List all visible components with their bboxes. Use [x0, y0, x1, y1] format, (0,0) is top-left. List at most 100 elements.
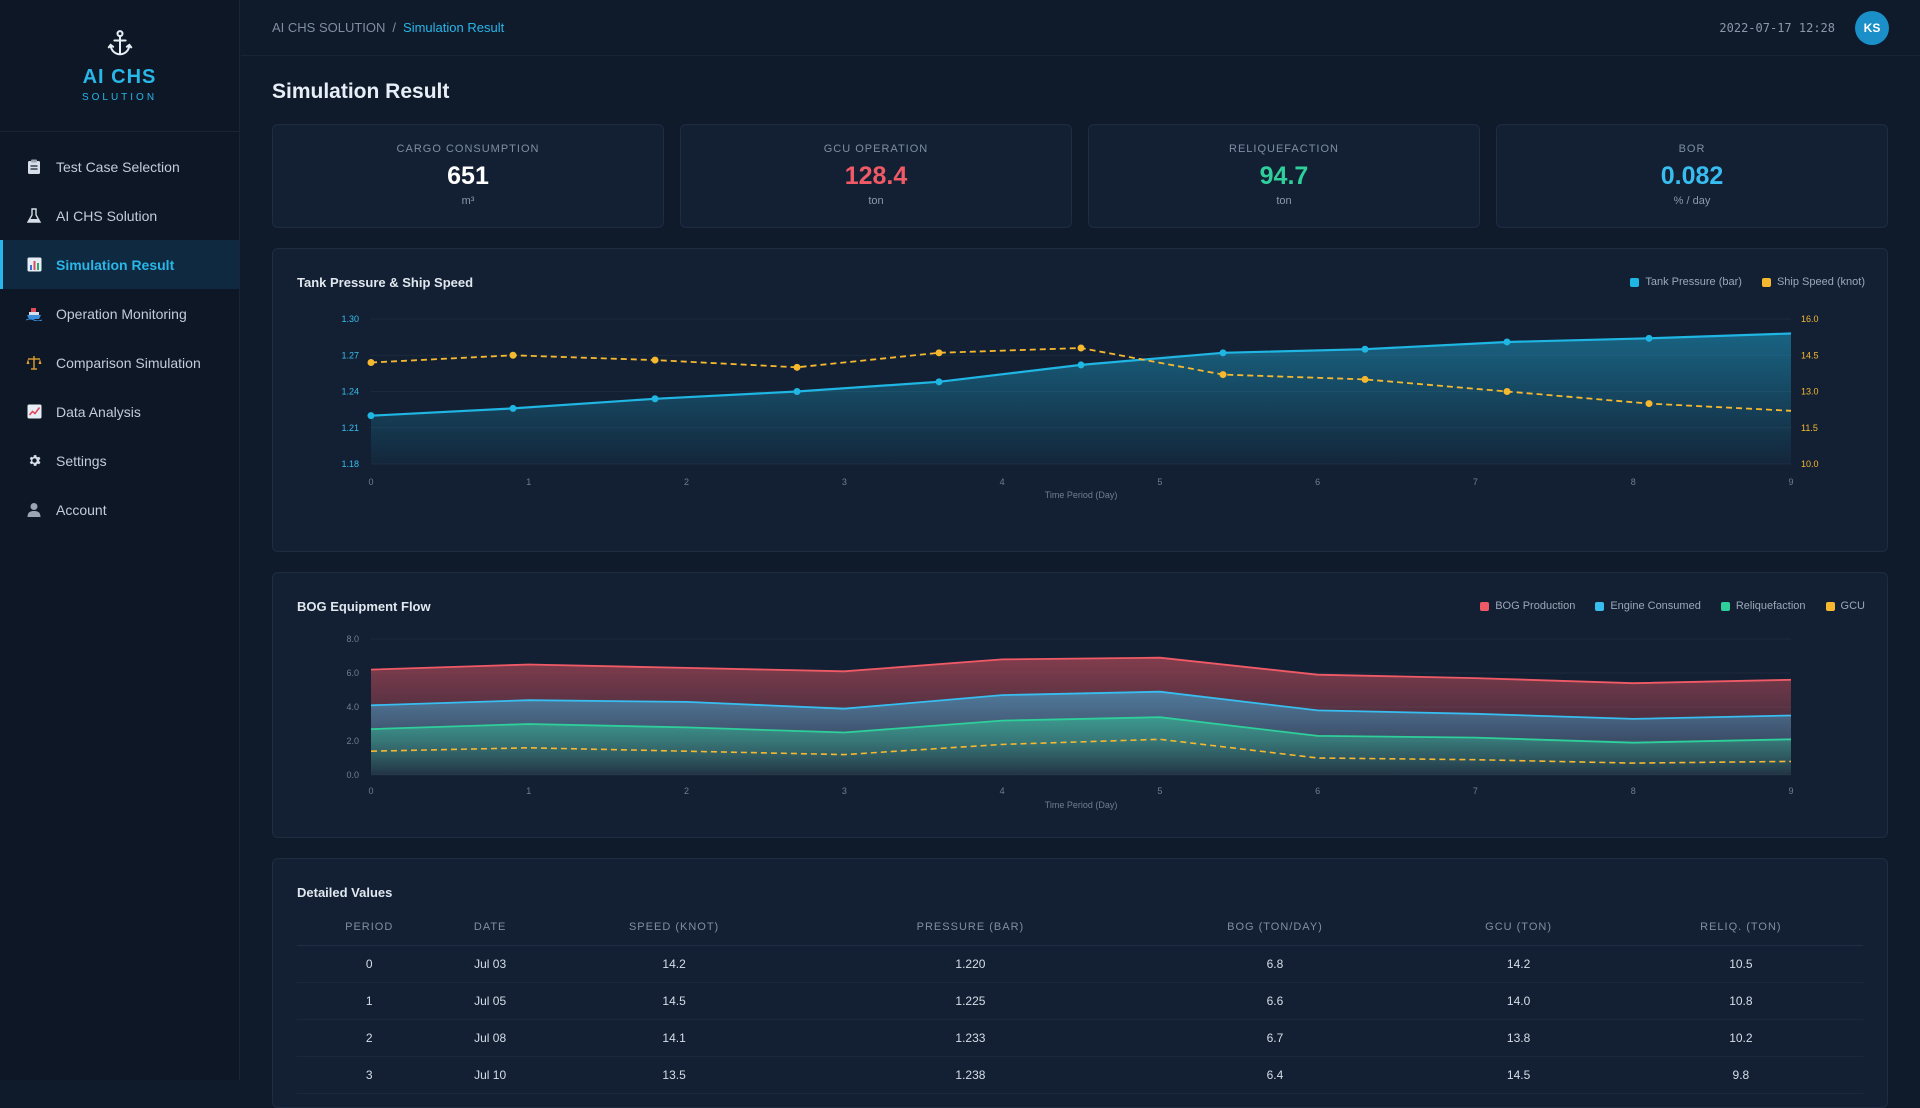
table-row[interactable]: 0 Jul 03 14.2 1.220 6.8 14.2 10.5 [297, 945, 1863, 983]
column-header[interactable]: SPEED (KNOT) [538, 909, 810, 946]
ship-speed-point [367, 359, 375, 366]
table-cell: 1.238 [809, 1056, 1132, 1094]
y-left-tick-label: 1.18 [341, 459, 359, 469]
breadcrumb-root[interactable]: AI CHS SOLUTION [272, 20, 386, 35]
kpi-label: RELIQUEFACTION [1229, 143, 1339, 155]
table-cell: Jul 08 [441, 1019, 539, 1057]
table-cell: 0 [297, 945, 442, 983]
legend-item-reliquefaction[interactable]: Reliquefaction [1720, 600, 1806, 612]
y-tick-label: 0.0 [346, 770, 359, 780]
table-cell: Jul 05 [441, 982, 539, 1020]
legend-swatch [1720, 601, 1730, 611]
ship-speed-point [1503, 388, 1511, 395]
y-right-tick-label: 16.0 [1801, 314, 1819, 324]
column-header[interactable]: RELIQ. (TON) [1618, 909, 1863, 946]
x-tick-label: 2 [684, 786, 689, 796]
reliquefaction-line [370, 716, 1792, 744]
legend-item-ship-speed[interactable]: Ship Speed (knot) [1761, 276, 1865, 288]
reliquefaction-area [371, 717, 1791, 775]
legend-item-tank-pressure[interactable]: Tank Pressure (bar) [1630, 276, 1742, 288]
table-header-row: PERIOD DATE SPEED (KNOT) PRESSURE (BAR) … [297, 909, 1863, 946]
tank-pressure-area [371, 333, 1791, 464]
legend-item-gcu[interactable]: GCU [1825, 600, 1865, 612]
kpi-card-cargo-consumption: CARGO CONSUMPTION 651 m³ [272, 124, 664, 228]
table-cell: 14.2 [1418, 945, 1619, 983]
detailed-values-table: PERIOD DATE SPEED (KNOT) PRESSURE (BAR) … [297, 909, 1863, 1094]
column-header[interactable]: DATE [441, 909, 539, 946]
ship-speed-point [651, 356, 659, 364]
x-tick-label: 4 [1000, 786, 1005, 796]
table-row[interactable]: 2 Jul 08 14.1 1.233 6.7 13.8 10.2 [297, 1019, 1863, 1057]
bog-production-line [370, 656, 1792, 685]
kpi-unit: ton [868, 195, 884, 207]
x-tick-label: 7 [1473, 786, 1478, 796]
sidebar-item-test-case-selection[interactable]: Test Case Selection [0, 142, 239, 191]
kpi-value: 94.7 [1259, 162, 1309, 190]
column-header[interactable]: BOG (TON/DAY) [1131, 909, 1419, 946]
bar-chart-icon [26, 257, 42, 273]
sidebar-item-ai-chs-solution[interactable]: AI CHS Solution [0, 191, 239, 240]
table-row[interactable]: 3 Jul 10 13.5 1.238 6.4 14.5 9.8 [297, 1056, 1863, 1094]
table-cell: 1.220 [809, 945, 1132, 983]
x-axis-label: Time Period (Day) [1045, 800, 1118, 810]
tank-pressure-point [1077, 361, 1085, 369]
breadcrumb: AI CHS SOLUTION / Simulation Result [272, 20, 504, 35]
x-tick-label: 9 [1788, 477, 1793, 487]
y-right-tick-label: 11.5 [1801, 423, 1818, 433]
column-header[interactable]: PERIOD [297, 909, 442, 946]
legend-item-bog-production[interactable]: BOG Production [1480, 600, 1575, 612]
sidebar-item-simulation-result[interactable]: Simulation Result [0, 240, 239, 289]
x-tick-label: 1 [526, 786, 531, 796]
kpi-card-bor: BOR 0.082 % / day [1496, 124, 1888, 228]
legend-label: Tank Pressure (bar) [1645, 276, 1742, 288]
table-row[interactable]: 1 Jul 05 14.5 1.225 6.6 14.0 10.8 [297, 982, 1863, 1020]
legend-label: Reliquefaction [1735, 600, 1806, 612]
sidebar-item-data-analysis[interactable]: Data Analysis [0, 387, 239, 436]
kpi-card-reliquefaction: RELIQUEFACTION 94.7 ton [1088, 124, 1480, 228]
ship-speed-point [509, 351, 517, 359]
ship-icon [26, 306, 42, 322]
legend-swatch [1480, 601, 1490, 611]
chart-legend: BOG Production Engine Consumed Reliquefa… [1480, 600, 1865, 612]
table-cell: 13.8 [1418, 1019, 1619, 1057]
sidebar-item-label: Test Case Selection [56, 158, 180, 175]
kpi-unit: % / day [1673, 195, 1711, 207]
sidebar-item-comparison-simulation[interactable]: Comparison Simulation [0, 338, 239, 387]
table-cell: 9.8 [1618, 1056, 1863, 1094]
user-icon [26, 502, 42, 518]
x-tick-label: 8 [1631, 477, 1636, 487]
gear-icon [26, 453, 42, 469]
tank-pressure-speed-chart: 1.30 1.27 1.24 1.21 1.18 16.0 14.5 13.0 11.5 10.0… [341, 314, 1819, 500]
table-cell: 13.5 [538, 1056, 810, 1094]
kpi-row: CARGO CONSUMPTION 651 m³ GCU OPERATION 1… [272, 124, 1888, 228]
table-cell: 14.5 [1418, 1056, 1619, 1094]
avatar[interactable]: KS [1855, 10, 1889, 45]
sidebar-item-label: Simulation Result [56, 256, 175, 273]
x-tick-label: 7 [1473, 477, 1478, 487]
tank-pressure-point [935, 378, 943, 386]
sidebar-item-settings[interactable]: Settings [0, 436, 239, 485]
x-tick-label: 5 [1157, 477, 1162, 487]
topbar-right: 2022-07-17 12:28 KS [1719, 10, 1889, 45]
chart-legend: Tank Pressure (bar) Ship Speed (knot) [1630, 276, 1865, 288]
kpi-label: CARGO CONSUMPTION [396, 143, 540, 155]
scale-icon [26, 355, 42, 371]
legend-swatch [1761, 277, 1771, 287]
sidebar-item-label: Data Analysis [56, 403, 141, 420]
sidebar-item-label: Account [56, 501, 107, 518]
tank-pressure-point [509, 404, 517, 412]
x-tick-label: 0 [368, 786, 373, 796]
sidebar-item-operation-monitoring[interactable]: Operation Monitoring [0, 289, 239, 338]
legend-item-engine-consumed[interactable]: Engine Consumed [1595, 600, 1701, 612]
kpi-unit: m³ [461, 195, 475, 207]
column-header[interactable]: PRESSURE (BAR) [809, 909, 1132, 946]
kpi-value: 651 [447, 162, 489, 190]
table-cell: 6.6 [1131, 982, 1419, 1020]
table-cell: 1 [297, 982, 442, 1020]
brand-logo[interactable]: AI CHS SOLUTION [0, 0, 239, 132]
kpi-label: GCU OPERATION [823, 143, 929, 155]
legend-label: Ship Speed (knot) [1776, 276, 1865, 288]
sidebar-item-label: Operation Monitoring [56, 305, 187, 322]
sidebar-item-account[interactable]: Account [0, 485, 239, 534]
column-header[interactable]: GCU (TON) [1418, 909, 1619, 946]
